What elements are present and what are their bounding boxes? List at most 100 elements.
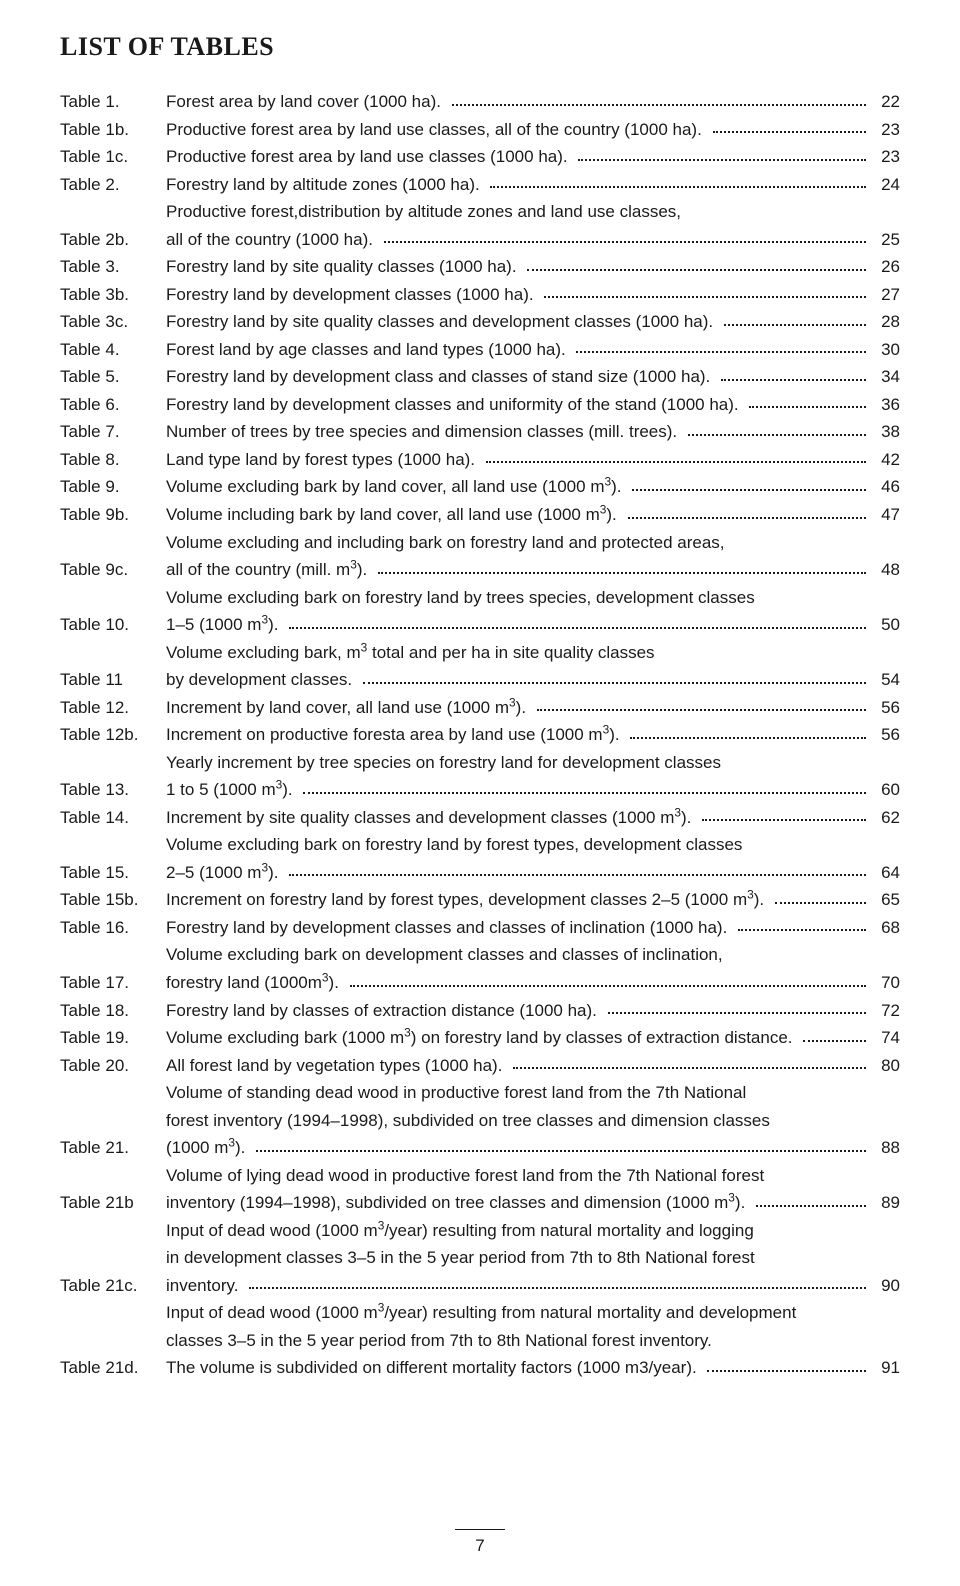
entry-page-number: 36 <box>872 391 900 419</box>
entry-text: Forestry land by site quality classes (1… <box>166 253 521 281</box>
entry-text: Volume excluding and including bark on f… <box>166 529 729 557</box>
toc-entry: Table 17.Volume excluding bark on develo… <box>60 941 900 996</box>
entry-label: Table 5. <box>60 363 166 391</box>
toc-entry: Table 21bVolume of lying dead wood in pr… <box>60 1162 900 1217</box>
entry-description: Forest area by land cover (1000 ha). 22 <box>166 88 900 116</box>
entry-line: Forest land by age classes and land type… <box>166 336 900 364</box>
entry-line: Forestry land by development classes and… <box>166 914 900 942</box>
entry-label: Table 20. <box>60 1052 166 1080</box>
entry-page-number: 90 <box>872 1272 900 1300</box>
entry-label: Table 14. <box>60 804 166 832</box>
entry-text: Number of trees by tree species and dime… <box>166 418 682 446</box>
entry-text: 2–5 (1000 m3). <box>166 859 283 887</box>
entry-page-number: 23 <box>872 116 900 144</box>
entry-page-number: 56 <box>872 721 900 749</box>
entry-label: Table 1c. <box>60 143 166 171</box>
toc-entry: Table 3.Forestry land by site quality cl… <box>60 253 900 281</box>
entry-line: Input of dead wood (1000 m3/year) result… <box>166 1217 900 1245</box>
toc-entry: Table 19.Volume excluding bark (1000 m3)… <box>60 1024 900 1052</box>
entry-label: Table 1b. <box>60 116 166 144</box>
entry-line: Volume excluding bark on forestry land b… <box>166 584 900 612</box>
entry-line: All forest land by vegetation types (100… <box>166 1052 900 1080</box>
entry-label: Table 21c. <box>60 1272 166 1300</box>
toc-entry: Table 1b.Productive forest area by land … <box>60 116 900 144</box>
entry-label: Table 21d. <box>60 1354 166 1382</box>
entry-line: Productive forest area by land use class… <box>166 143 900 171</box>
leader-dots <box>490 186 866 188</box>
entry-label: Table 10. <box>60 611 166 639</box>
entry-description: Number of trees by tree species and dime… <box>166 418 900 446</box>
entry-description: Forestry land by development classes and… <box>166 914 900 942</box>
entry-page-number: 50 <box>872 611 900 639</box>
entry-description: Volume excluding bark on development cla… <box>166 941 900 996</box>
toc-entry: Table 15b.Increment on forestry land by … <box>60 886 900 914</box>
entry-line: The volume is subdivided on different mo… <box>166 1354 900 1382</box>
entry-description: Forestry land by classes of extraction d… <box>166 997 900 1025</box>
leader-dots <box>527 269 866 271</box>
toc-entry: Table 5.Forestry land by development cla… <box>60 363 900 391</box>
entry-text: All forest land by vegetation types (100… <box>166 1052 507 1080</box>
entry-line: forest inventory (1994–1998), subdivided… <box>166 1107 900 1135</box>
entry-text: Forestry land by development classes and… <box>166 391 743 419</box>
entry-text: 1–5 (1000 m3). <box>166 611 283 639</box>
entry-page-number: 60 <box>872 776 900 804</box>
leader-dots <box>576 351 866 353</box>
entry-page-number: 47 <box>872 501 900 529</box>
entry-text: Forest land by age classes and land type… <box>166 336 570 364</box>
entry-page-number: 89 <box>872 1189 900 1217</box>
toc-entry: Table 4.Forest land by age classes and l… <box>60 336 900 364</box>
entry-description: Land type land by forest types (1000 ha)… <box>166 446 900 474</box>
entry-text: Forestry land by classes of extraction d… <box>166 997 602 1025</box>
entry-text: Forestry land by site quality classes an… <box>166 308 718 336</box>
entry-description: Yearly increment by tree species on fore… <box>166 749 900 804</box>
leader-dots <box>363 682 866 684</box>
toc-entry: Table 1.Forest area by land cover (1000 … <box>60 88 900 116</box>
entry-text: Forest area by land cover (1000 ha). <box>166 88 446 116</box>
entry-line: Volume including bark by land cover, all… <box>166 501 900 529</box>
entry-label: Table 3. <box>60 253 166 281</box>
toc-entry: Table 6.Forestry land by development cla… <box>60 391 900 419</box>
entry-line: (1000 m3). 88 <box>166 1134 900 1162</box>
entry-line: all of the country (mill. m3). 48 <box>166 556 900 584</box>
entry-page-number: 62 <box>872 804 900 832</box>
entry-line: Productive forest,distribution by altitu… <box>166 198 900 226</box>
entry-text: Volume excluding bark, m3 total and per … <box>166 639 659 667</box>
entry-line: Forestry land by development class and c… <box>166 363 900 391</box>
entry-line: Input of dead wood (1000 m3/year) result… <box>166 1299 900 1327</box>
leader-dots <box>303 792 866 794</box>
entry-line: Increment on forestry land by forest typ… <box>166 886 900 914</box>
entry-text: Volume of lying dead wood in productive … <box>166 1162 769 1190</box>
entry-line: Volume excluding bark, m3 total and per … <box>166 639 900 667</box>
leader-dots <box>486 461 866 463</box>
entry-page-number: 24 <box>872 171 900 199</box>
entry-label: Table 21. <box>60 1134 166 1162</box>
entry-page-number: 22 <box>872 88 900 116</box>
leader-dots <box>775 902 866 904</box>
entry-line: Volume of standing dead wood in producti… <box>166 1079 900 1107</box>
entry-page-number: 80 <box>872 1052 900 1080</box>
entry-label: Table 1. <box>60 88 166 116</box>
entry-description: Volume excluding and including bark on f… <box>166 529 900 584</box>
entry-label: Table 17. <box>60 969 166 997</box>
entry-page-number: 46 <box>872 473 900 501</box>
entry-line: 2–5 (1000 m3). 64 <box>166 859 900 887</box>
entry-line: Land type land by forest types (1000 ha)… <box>166 446 900 474</box>
entry-line: Number of trees by tree species and dime… <box>166 418 900 446</box>
leader-dots <box>713 131 866 133</box>
leader-dots <box>513 1067 866 1069</box>
entry-label: Table 4. <box>60 336 166 364</box>
entry-line: all of the country (1000 ha). 25 <box>166 226 900 254</box>
entry-label: Table 7. <box>60 418 166 446</box>
entry-page-number: 91 <box>872 1354 900 1382</box>
entry-text: Increment on productive foresta area by … <box>166 721 624 749</box>
entry-description: Productive forest,distribution by altitu… <box>166 198 900 253</box>
entry-text: Forestry land by development class and c… <box>166 363 715 391</box>
leader-dots <box>688 434 866 436</box>
entry-text: Increment by site quality classes and de… <box>166 804 696 832</box>
entry-label: Table 2b. <box>60 226 166 254</box>
entry-line: Increment by site quality classes and de… <box>166 804 900 832</box>
entry-label: Table 16. <box>60 914 166 942</box>
leader-dots <box>289 874 866 876</box>
entry-description: Volume of standing dead wood in producti… <box>166 1079 900 1162</box>
entry-page-number: 42 <box>872 446 900 474</box>
